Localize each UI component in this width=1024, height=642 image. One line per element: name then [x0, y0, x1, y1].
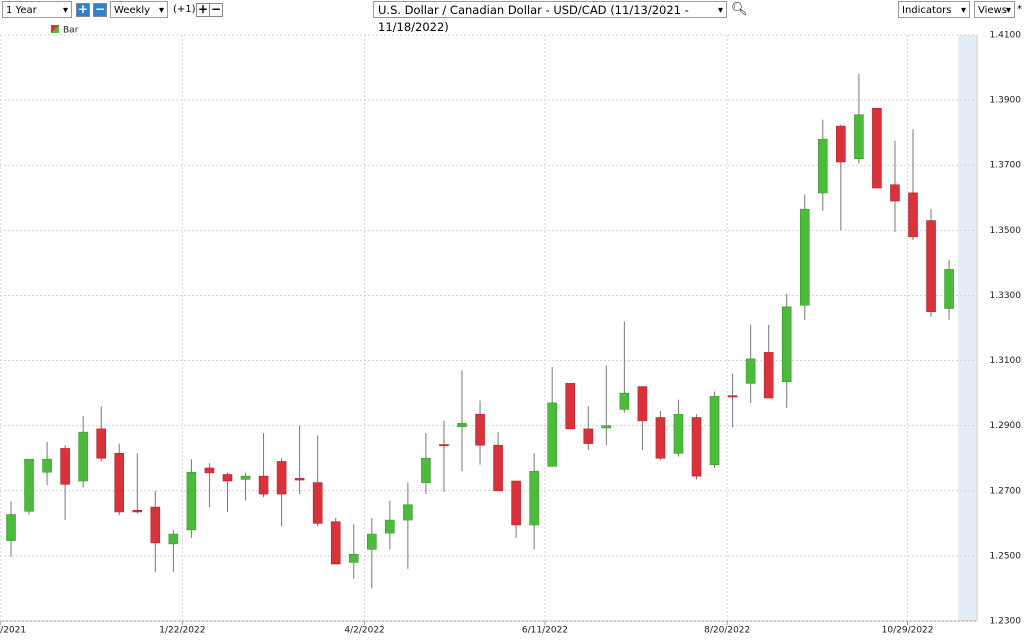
- candle-body: [385, 519, 395, 534]
- zoom-in[interactable]: +: [76, 2, 90, 17]
- candle-body: [637, 386, 648, 422]
- candle-body: [186, 471, 197, 531]
- candle-body: [872, 107, 882, 189]
- candle-body: [709, 396, 720, 466]
- x-tick-label: 10/29/2022: [882, 626, 934, 636]
- x-tick-label: 11/13/2021: [0, 626, 26, 636]
- legend-label: Bar: [63, 26, 79, 36]
- candle-body: [890, 184, 900, 202]
- y-tick-label: 1.2700: [990, 486, 1022, 496]
- candle-body: [908, 192, 918, 238]
- indicators-select[interactable]: Indicators: [898, 1, 970, 19]
- candle-body: [240, 475, 251, 480]
- candle-body: [529, 470, 539, 526]
- x-tick-label: 6/11/2022: [522, 626, 568, 636]
- candle-body: [511, 480, 521, 526]
- candle-body: [493, 444, 503, 492]
- candle-body: [944, 269, 954, 309]
- zoom-out[interactable]: −: [93, 2, 107, 17]
- candle-body: [781, 306, 792, 383]
- candle-body: [745, 358, 756, 384]
- candle-body: [691, 417, 702, 477]
- candle-body: [854, 114, 864, 160]
- x-tick-label: 1/22/2022: [159, 626, 205, 636]
- candle-body: [276, 461, 287, 495]
- candle-body: [96, 428, 106, 459]
- x-tick-label: 8/20/2022: [704, 626, 750, 636]
- candle-body: [547, 402, 558, 467]
- candle-body: [601, 425, 612, 429]
- y-tick-label: 1.3300: [990, 291, 1022, 301]
- offset: (+1): [173, 4, 196, 15]
- candle-body: [258, 475, 269, 495]
- future-band: [958, 35, 977, 621]
- y-tick-label: 1.3500: [990, 226, 1022, 236]
- candle-body: [42, 458, 52, 473]
- candle-body: [583, 428, 594, 444]
- candle-body: [204, 467, 215, 474]
- candle-body: [817, 138, 828, 194]
- candle-body: [799, 208, 810, 306]
- x-tick-label: 4/2/2022: [344, 626, 384, 636]
- candle-body: [348, 553, 359, 563]
- candle-body: [78, 431, 88, 482]
- candle-body: [150, 506, 161, 544]
- candle-body: [24, 458, 34, 512]
- candle-body: [222, 474, 233, 482]
- candle-body: [312, 482, 323, 524]
- candle-body: [457, 423, 467, 427]
- candle-body: [132, 510, 143, 513]
- y-tick-label: 1.4100: [990, 31, 1022, 41]
- candle-body: [673, 413, 684, 454]
- candle-body: [421, 457, 431, 483]
- candle-body: [403, 504, 413, 521]
- y-tick-label: 1.3900: [990, 96, 1022, 106]
- candle-body: [114, 453, 125, 513]
- candle-body: [727, 395, 738, 398]
- y-tick-label: 1.3100: [990, 356, 1022, 366]
- y-tick-label: 1.2500: [990, 551, 1022, 561]
- y-tick-label: 1.2900: [990, 421, 1022, 431]
- candle-body: [439, 444, 449, 447]
- candle-body: [655, 417, 666, 459]
- candle-body: [836, 125, 846, 163]
- candle-body: [168, 533, 179, 545]
- candle-body: [565, 383, 576, 430]
- candle-body: [926, 220, 936, 313]
- candle-body: [366, 533, 377, 550]
- search-icon[interactable]: 🔍︎: [731, 2, 748, 17]
- range-select[interactable]: 1 Year: [2, 1, 72, 19]
- candle-body: [619, 392, 630, 410]
- candle-body: [763, 352, 774, 399]
- candle-body: [330, 521, 341, 565]
- candle-body: [60, 448, 70, 485]
- y-tick-label: 1.2300: [990, 617, 1022, 627]
- offset-minus[interactable]: −: [209, 2, 223, 17]
- candle-body: [6, 514, 16, 541]
- interval-select[interactable]: Weekly: [110, 1, 168, 19]
- views-select[interactable]: Views: [974, 1, 1015, 19]
- legend-icon: [51, 25, 59, 33]
- symbol-title[interactable]: U.S. Dollar / Canadian Dollar - USD/CAD …: [373, 1, 727, 34]
- candle-body: [294, 478, 305, 481]
- candle-body: [475, 413, 485, 446]
- star: *: [1017, 4, 1022, 15]
- y-tick-label: 1.3700: [990, 161, 1022, 171]
